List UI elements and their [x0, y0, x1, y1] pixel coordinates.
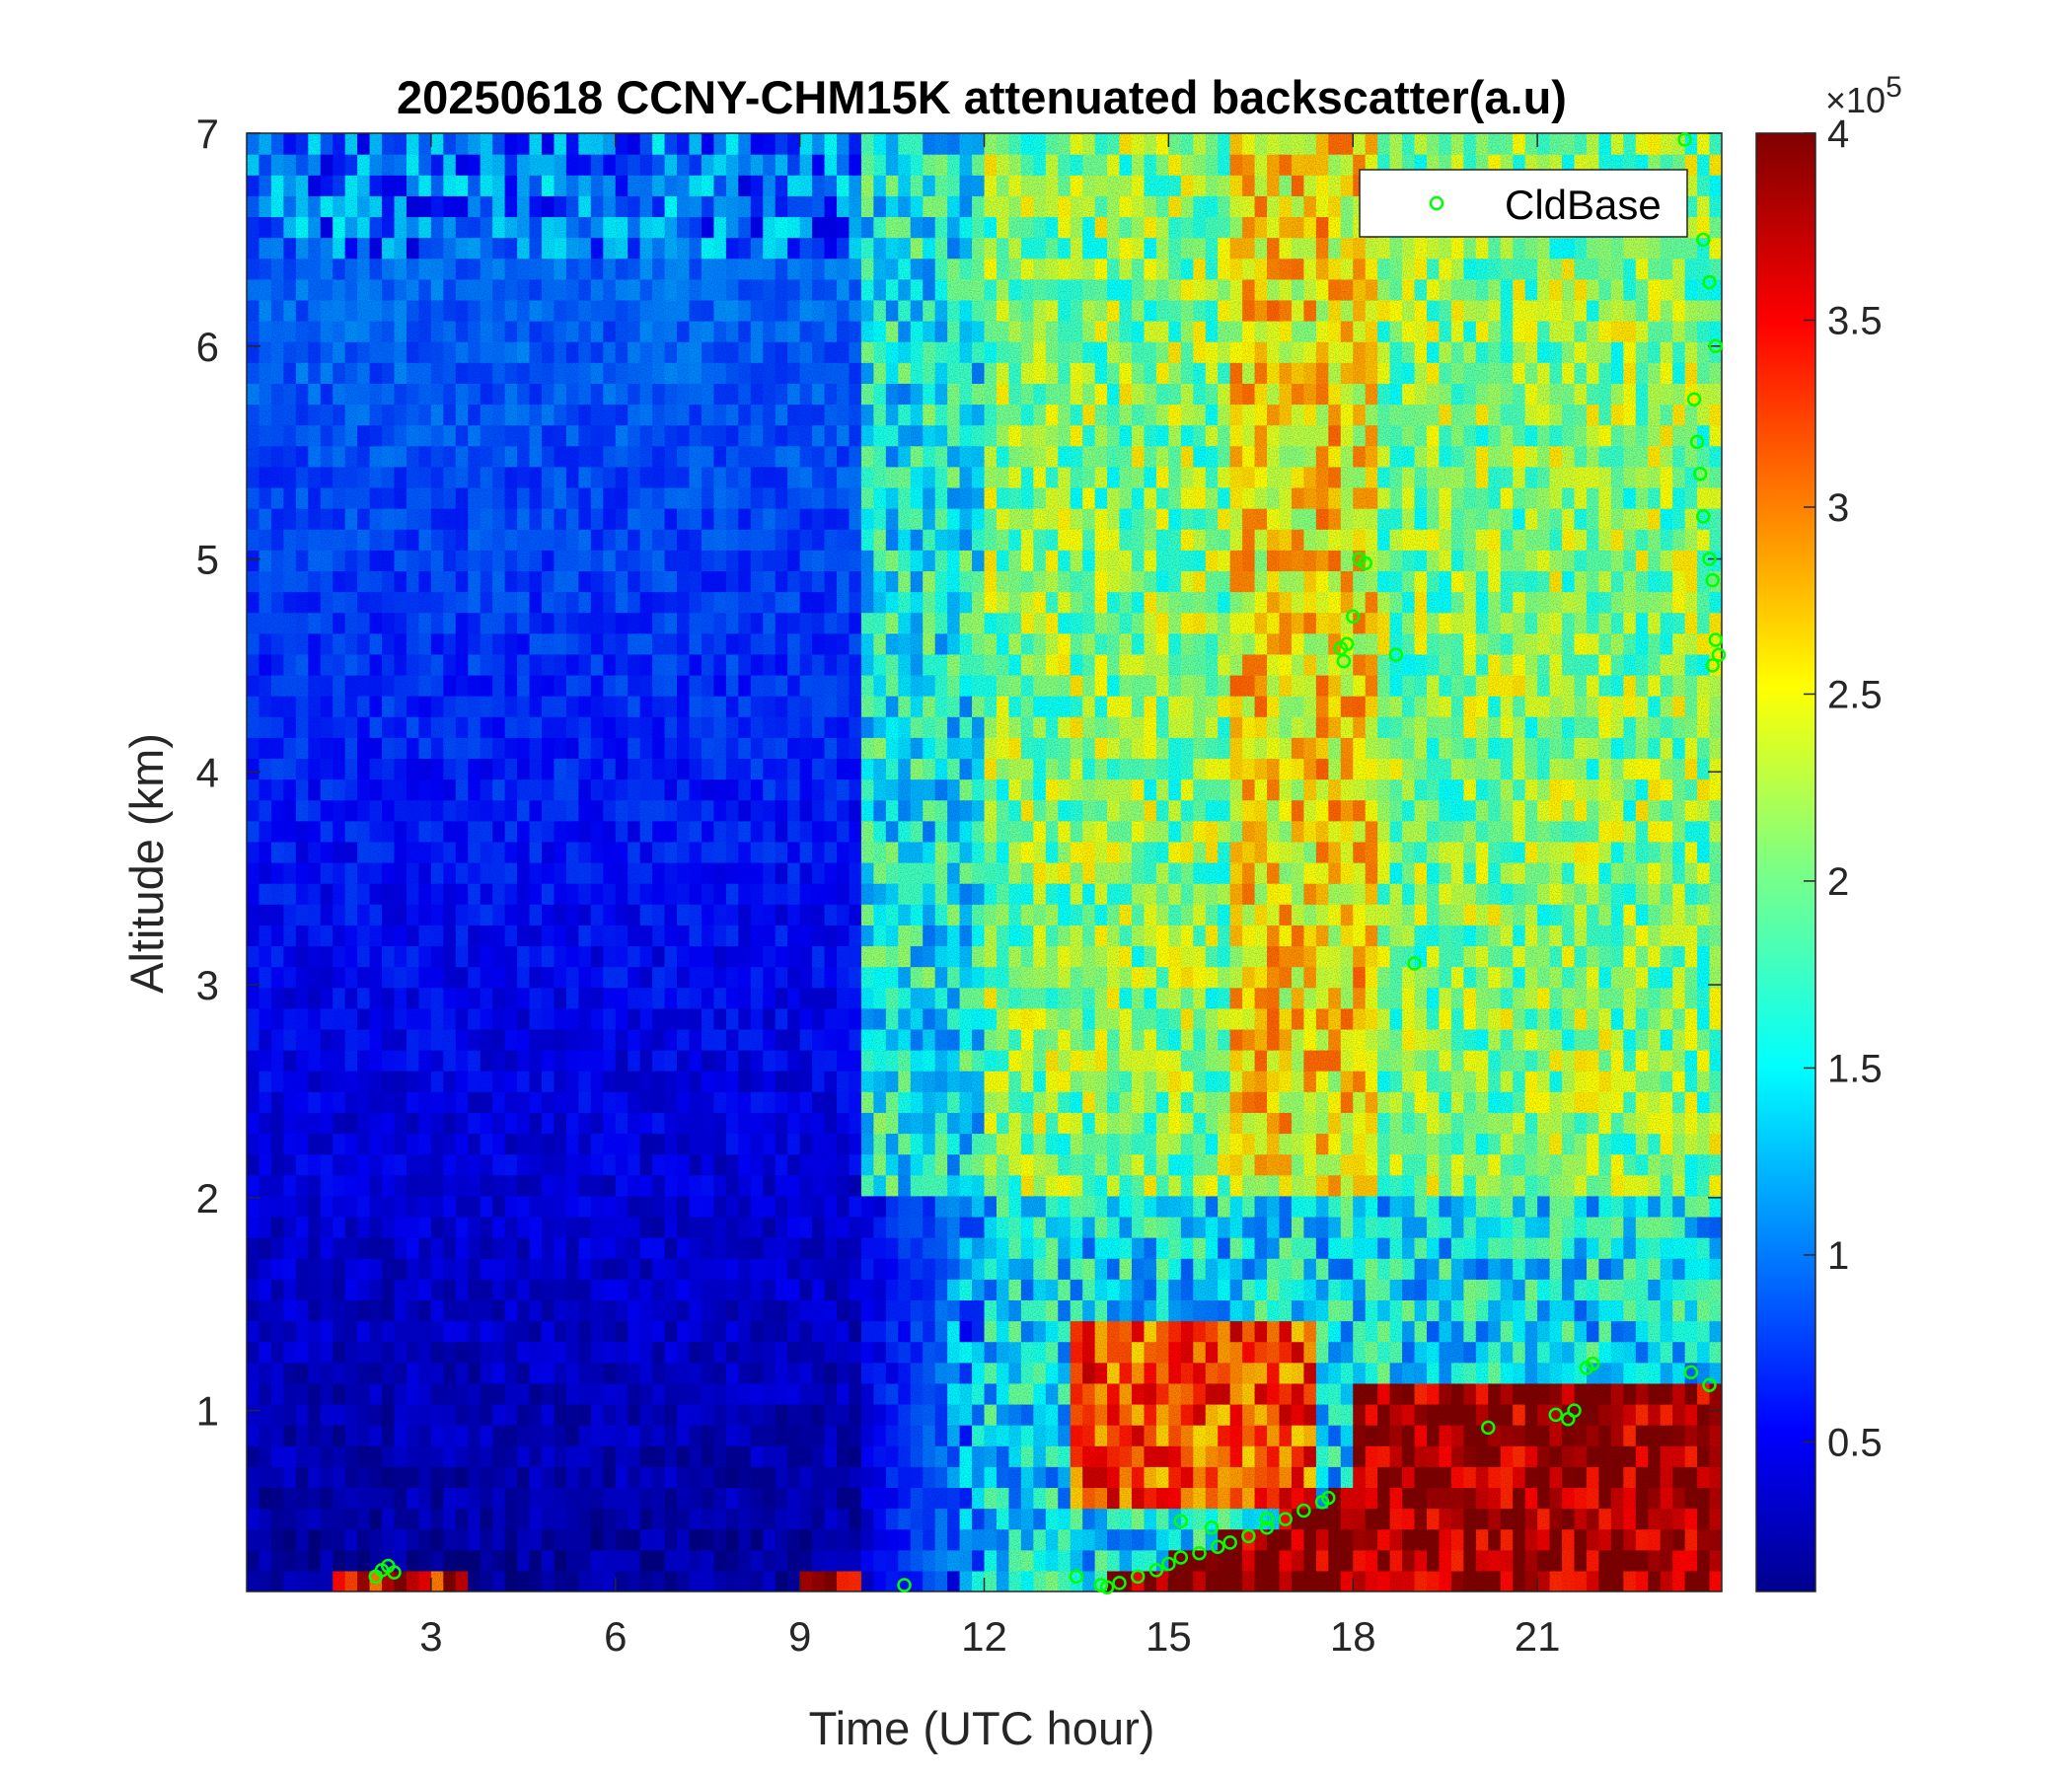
chart-title: 20250618 CCNY-CHM15K attenuated backscat… [397, 71, 1567, 123]
heatmap-layer [247, 133, 1722, 1591]
